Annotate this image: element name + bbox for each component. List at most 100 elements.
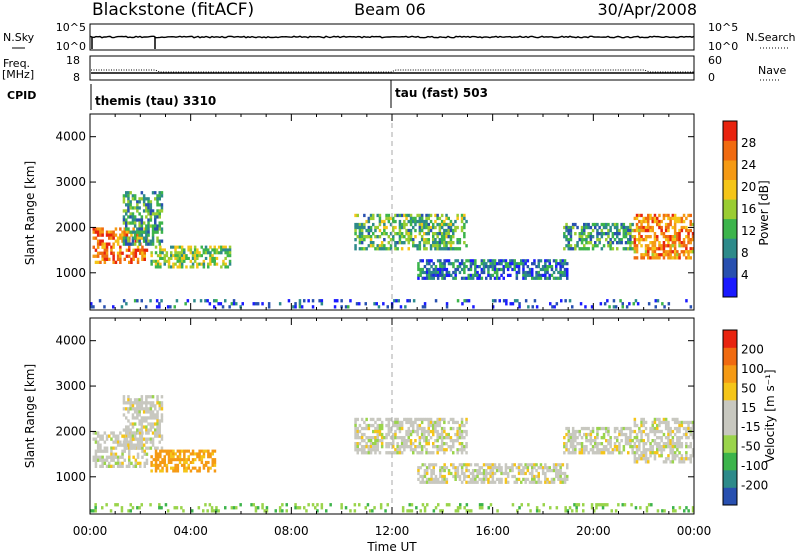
echo-pixel bbox=[691, 238, 695, 242]
echo-pixel bbox=[398, 429, 402, 434]
echo-pixel bbox=[653, 442, 657, 446]
echo-pixel bbox=[156, 224, 159, 228]
echo-pixel bbox=[624, 235, 628, 239]
echo-pixel bbox=[651, 241, 654, 245]
echo-pixel bbox=[127, 200, 130, 204]
echo-pixel bbox=[200, 455, 204, 459]
echo-pixel bbox=[142, 419, 146, 423]
echo-pixel bbox=[139, 461, 142, 465]
echo-pixel bbox=[129, 434, 132, 438]
echo-pixel bbox=[150, 463, 153, 467]
echo-pixel bbox=[122, 239, 126, 243]
echo-pixel bbox=[425, 477, 429, 481]
echo-pixel bbox=[396, 442, 399, 446]
echo-pixel bbox=[667, 250, 670, 254]
echo-pixel bbox=[671, 436, 675, 440]
echo-pixel bbox=[609, 445, 612, 449]
echo-pixel bbox=[656, 423, 659, 428]
echo-pixel bbox=[441, 270, 444, 275]
echo-pixel bbox=[140, 404, 144, 408]
echo-pixel bbox=[398, 426, 402, 431]
echo-pixel bbox=[363, 448, 366, 452]
echo-pixel bbox=[434, 474, 438, 479]
echo-pixel bbox=[454, 267, 457, 272]
echo-pixel bbox=[183, 458, 186, 462]
echo-pixel bbox=[105, 233, 109, 237]
echo-pixel bbox=[354, 238, 357, 242]
echo-pixel bbox=[360, 448, 364, 452]
echo-pixel bbox=[458, 432, 462, 437]
echo-pixel bbox=[196, 248, 199, 252]
echo-pixel bbox=[143, 254, 146, 258]
echo-pixel bbox=[384, 509, 387, 513]
echo-pixel bbox=[531, 474, 534, 479]
echo-pixel bbox=[460, 267, 464, 272]
echo-pixel bbox=[544, 259, 547, 263]
echo-pixel bbox=[369, 442, 373, 446]
echo-pixel bbox=[425, 222, 428, 227]
echo-pixel bbox=[374, 442, 377, 446]
echo-pixel bbox=[440, 241, 444, 245]
echo-pixel bbox=[372, 244, 375, 248]
echo-pixel bbox=[566, 466, 569, 470]
echo-pixel bbox=[156, 458, 160, 462]
echo-pixel bbox=[651, 445, 654, 449]
echo-pixel bbox=[621, 305, 624, 309]
echo-pixel bbox=[434, 429, 437, 434]
echo-pixel bbox=[427, 426, 430, 431]
echo-pixel bbox=[139, 251, 142, 255]
echo-pixel bbox=[403, 219, 406, 224]
x-tick-label: 12:00 bbox=[375, 524, 410, 538]
echo-pixel bbox=[651, 247, 654, 251]
echo-pixel bbox=[180, 254, 184, 258]
echo-pixel bbox=[432, 442, 435, 446]
echo-pixel bbox=[125, 431, 128, 435]
echo-pixel bbox=[420, 451, 424, 455]
echo-pixel bbox=[140, 503, 143, 507]
echo-pixel bbox=[505, 302, 508, 306]
echo-pixel bbox=[389, 429, 393, 434]
echo-pixel bbox=[129, 230, 132, 234]
echo-pixel bbox=[544, 276, 547, 280]
echo-pixel bbox=[571, 247, 575, 251]
echo-pixel bbox=[94, 455, 98, 459]
echo-pixel bbox=[193, 259, 197, 263]
echo-pixel bbox=[434, 267, 438, 272]
echo-pixel bbox=[432, 238, 435, 242]
echo-pixel bbox=[611, 235, 615, 239]
echo-pixel bbox=[506, 267, 510, 272]
echo-pixel bbox=[574, 439, 577, 443]
echo-pixel bbox=[196, 254, 199, 258]
echo-pixel bbox=[156, 212, 159, 216]
echo-pixel bbox=[640, 420, 643, 425]
echo-pixel bbox=[209, 452, 212, 456]
echo-pixel bbox=[378, 451, 382, 455]
echo-pixel bbox=[101, 449, 104, 453]
echo-pixel bbox=[520, 471, 523, 476]
echo-pixel bbox=[409, 442, 413, 446]
echo-pixel bbox=[354, 420, 357, 425]
echo-pixel bbox=[429, 225, 433, 230]
echo-pixel bbox=[92, 236, 95, 240]
echo-pixel bbox=[228, 254, 232, 258]
echo-pixel bbox=[136, 407, 139, 411]
echo-pixel bbox=[491, 480, 495, 484]
echo-pixel bbox=[385, 232, 388, 236]
echo-pixel bbox=[101, 227, 104, 231]
echo-pixel bbox=[476, 474, 479, 479]
echo-pixel bbox=[143, 251, 146, 255]
echo-pixel bbox=[414, 420, 417, 425]
echo-pixel bbox=[635, 228, 639, 233]
echo-pixel bbox=[432, 225, 435, 230]
echo-pixel bbox=[443, 474, 446, 479]
echo-pixel bbox=[123, 233, 126, 237]
echo-pixel bbox=[133, 242, 137, 246]
echo-pixel bbox=[605, 225, 608, 230]
echo-pixel bbox=[403, 241, 406, 245]
echo-pixel bbox=[141, 449, 144, 453]
echo-pixel bbox=[392, 445, 395, 449]
echo-pixel bbox=[311, 305, 315, 309]
echo-pixel bbox=[125, 239, 128, 243]
echo-pixel bbox=[145, 452, 149, 456]
echo-pixel bbox=[607, 228, 610, 233]
